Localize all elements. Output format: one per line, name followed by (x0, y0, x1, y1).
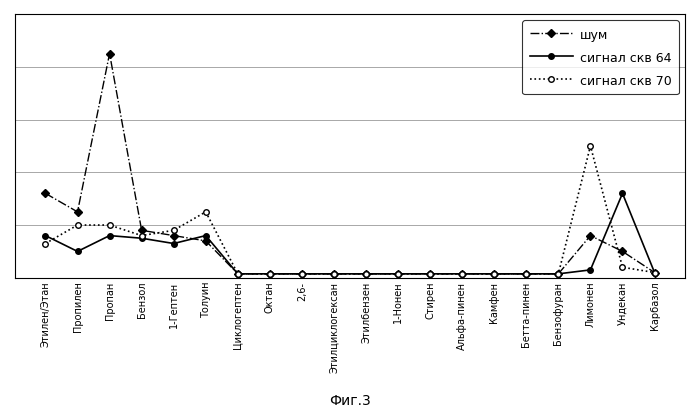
шум (330, 272, 338, 276)
шум (426, 272, 434, 276)
сигнал скв 64 (41, 234, 50, 238)
сигнал скв 64 (394, 272, 402, 276)
сигнал скв 64 (490, 272, 498, 276)
Line: сигнал скв 70: сигнал скв 70 (43, 144, 657, 277)
Line: сигнал скв 64: сигнал скв 64 (43, 191, 657, 277)
сигнал скв 64 (362, 272, 370, 276)
сигнал скв 64 (618, 191, 626, 196)
сигнал скв 64 (106, 234, 114, 238)
шум (74, 210, 82, 215)
шум (266, 272, 274, 276)
шум (490, 272, 498, 276)
сигнал скв 70 (362, 272, 370, 276)
шум (106, 52, 114, 57)
сигнал скв 70 (650, 270, 659, 275)
шум (458, 272, 466, 276)
сигнал скв 70 (330, 272, 338, 276)
шум (234, 272, 242, 276)
сигнал скв 70 (554, 272, 563, 276)
сигнал скв 64 (586, 268, 594, 273)
сигнал скв 70 (169, 228, 178, 233)
сигнал скв 64 (266, 272, 274, 276)
сигнал скв 64 (202, 234, 210, 238)
шум (618, 249, 626, 254)
шум (298, 272, 306, 276)
сигнал скв 70 (74, 223, 82, 228)
Line: шум: шум (43, 52, 657, 277)
сигнал скв 70 (41, 241, 50, 246)
Text: Фиг.3: Фиг.3 (329, 393, 371, 407)
сигнал скв 64 (169, 241, 178, 246)
сигнал скв 70 (266, 272, 274, 276)
сигнал скв 64 (650, 270, 659, 275)
сигнал скв 70 (586, 144, 594, 149)
сигнал скв 64 (458, 272, 466, 276)
сигнал скв 64 (74, 249, 82, 254)
сигнал скв 64 (298, 272, 306, 276)
Legend: шум, сигнал скв 64, сигнал скв 70: шум, сигнал скв 64, сигнал скв 70 (522, 21, 679, 95)
шум (41, 191, 50, 196)
сигнал скв 64 (426, 272, 434, 276)
сигнал скв 70 (234, 272, 242, 276)
сигнал скв 70 (137, 234, 146, 238)
сигнал скв 70 (298, 272, 306, 276)
сигнал скв 64 (554, 272, 563, 276)
сигнал скв 70 (106, 223, 114, 228)
шум (394, 272, 402, 276)
шум (586, 234, 594, 238)
сигнал скв 64 (234, 272, 242, 276)
сигнал скв 64 (330, 272, 338, 276)
сигнал скв 64 (137, 236, 146, 241)
шум (169, 234, 178, 238)
сигнал скв 70 (202, 210, 210, 215)
шум (554, 272, 563, 276)
шум (202, 239, 210, 244)
сигнал скв 70 (522, 272, 531, 276)
сигнал скв 70 (618, 265, 626, 270)
шум (362, 272, 370, 276)
сигнал скв 70 (426, 272, 434, 276)
шум (650, 270, 659, 275)
сигнал скв 70 (458, 272, 466, 276)
сигнал скв 64 (522, 272, 531, 276)
шум (137, 228, 146, 233)
шум (522, 272, 531, 276)
сигнал скв 70 (394, 272, 402, 276)
сигнал скв 70 (490, 272, 498, 276)
